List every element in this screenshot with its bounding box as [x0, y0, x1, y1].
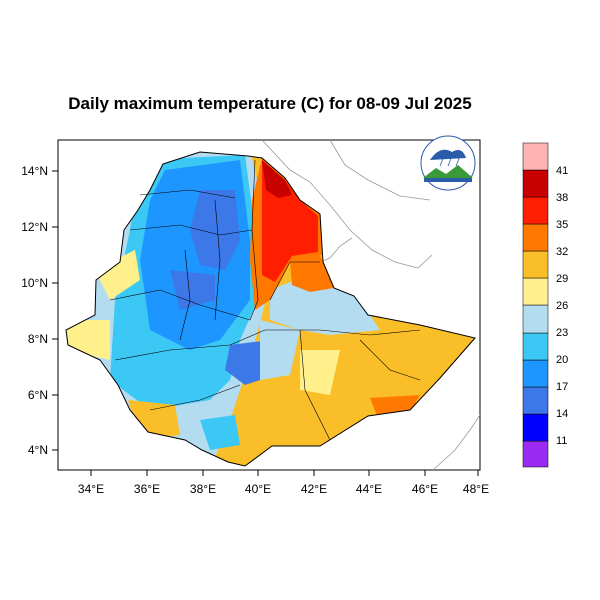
colorbar-swatch	[522, 169, 549, 198]
x-tick-label: 38°E	[190, 482, 216, 496]
colorbar-swatch	[522, 386, 549, 415]
colorbar-swatch	[522, 223, 549, 252]
colorbar-label: 26	[556, 300, 568, 312]
neighbor-borders	[261, 139, 481, 471]
colorbar-label: 14	[556, 408, 568, 420]
x-tick-label: 42°E	[301, 482, 327, 496]
colorbar-swatch	[522, 277, 549, 306]
x-tick-label: 40°E	[245, 482, 271, 496]
colorbar-label: 32	[556, 246, 568, 258]
x-tick-label: 36°E	[134, 482, 160, 496]
x-tick-label: 34°E	[78, 482, 104, 496]
admin-boundaries	[109, 159, 421, 441]
colorbar-swatch	[522, 304, 549, 334]
y-axis: 4°N 6°N 8°N 10°N 12°N 14°N	[21, 164, 58, 457]
colorbar-swatch	[522, 413, 549, 442]
colorbar-swatch	[522, 142, 549, 171]
colorbar-swatch	[522, 332, 549, 361]
x-tick-label: 48°E	[463, 482, 489, 496]
country-outline	[65, 151, 476, 467]
colorbar-label: 23	[556, 327, 568, 339]
x-tick-label: 46°E	[412, 482, 438, 496]
x-tick-label: 44°E	[356, 482, 382, 496]
colorbar-swatch	[522, 250, 549, 279]
map-title: Daily maximum temperature (C) for 08-09 …	[68, 94, 472, 113]
colorbar-swatch	[522, 359, 549, 388]
y-tick-label: 12°N	[21, 220, 48, 234]
colorbar-swatch	[522, 440, 549, 468]
colorbar-label: 38	[556, 192, 568, 204]
colorbar-label: 17	[556, 381, 568, 393]
colorbar-label: 11	[556, 435, 567, 447]
ethiopian-meteorology-institute-logo	[420, 135, 476, 191]
colorbar-swatch	[522, 196, 549, 225]
y-tick-label: 6°N	[28, 388, 48, 402]
colorbar: 11 14 17 20 23 26 29 32 35 38 41	[522, 142, 568, 468]
colorbar-label: 41	[556, 165, 568, 177]
y-tick-label: 10°N	[21, 276, 48, 290]
y-tick-label: 8°N	[28, 332, 48, 346]
y-tick-label: 14°N	[21, 164, 48, 178]
colorbar-label: 35	[556, 219, 568, 231]
x-axis: 34°E 36°E 38°E 40°E 42°E 44°E 46°E 48°E	[78, 470, 489, 496]
y-tick-label: 4°N	[28, 443, 48, 457]
colorbar-label: 29	[556, 273, 568, 285]
colorbar-label: 20	[556, 354, 568, 366]
